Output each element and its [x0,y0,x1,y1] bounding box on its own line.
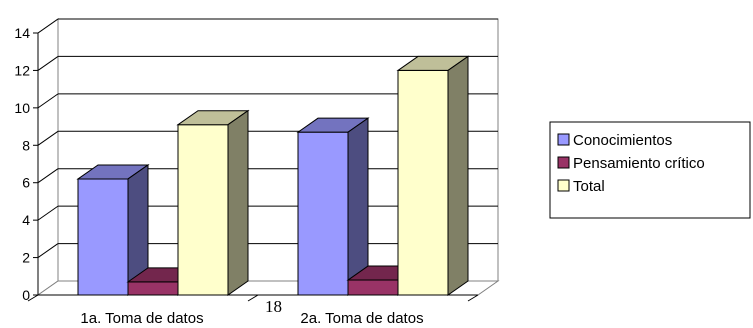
page-number: 18 [265,297,282,316]
bar-front [177,124,229,296]
gridline-side [37,93,59,109]
y-tick-label: 12 [14,62,30,78]
legend: Conocimientos Pensamiento crítico Total [549,121,751,219]
gridline-side [37,130,59,146]
gridline-side [37,56,59,71]
gridline-side [37,168,59,184]
legend-swatch [557,179,570,192]
gridline-side [37,243,59,258]
bar [176,109,250,296]
legend-label: Total [573,178,605,195]
x-tick [247,294,259,302]
legend-box [549,121,751,219]
bar [296,117,370,296]
bars [76,55,470,296]
legend-swatch [557,156,570,169]
bar-front [397,69,449,296]
bar-front [77,178,129,296]
legend-label: Pensamiento crítico [573,155,705,172]
y-tick-label: 14 [14,25,30,41]
gridline-side [37,205,59,221]
y-tick-labels: 0 2 4 6 8 10 12 14 [14,25,30,303]
y-tick-label: 0 [22,287,30,303]
y-tick-label: 6 [22,175,30,191]
y-tick-label: 4 [22,212,30,228]
bar [396,55,470,296]
bar-front [347,279,399,296]
y-tick-label: 2 [22,250,30,266]
bar-front [127,281,179,296]
legend-label: Conocimientos [573,132,672,149]
x-tick [27,294,39,302]
x-category-label: 2a. Toma de datos [300,310,423,327]
y-tick-label: 8 [22,137,30,153]
x-category-label: 1a. Toma de datos [80,310,203,327]
x-category-labels: 1a. Toma de datos 2a. Toma de datos [80,310,423,327]
x-tick [467,294,479,302]
gridline-side [37,18,59,34]
y-tick-label: 10 [14,100,30,116]
legend-swatch [557,133,570,146]
bar-side [447,55,469,296]
bar-side [227,109,249,296]
bar-front [297,131,349,296]
bar [76,164,150,296]
side-wall [37,18,59,296]
